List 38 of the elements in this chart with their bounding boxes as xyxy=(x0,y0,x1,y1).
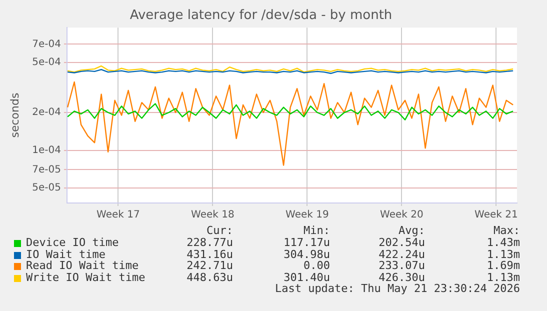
text: Min: xyxy=(304,224,330,237)
chart-title: Average latency for /dev/sda - by month xyxy=(130,8,392,24)
x-tick-label: Week 18 xyxy=(191,210,234,221)
text: 242.71u xyxy=(186,259,233,272)
y-tick-label: 7e-05 xyxy=(32,164,61,176)
text: 301.40u xyxy=(284,270,330,284)
x-tick-label: Week 17 xyxy=(96,210,140,221)
text: Avg: xyxy=(398,224,425,237)
y-tick-label: 5e-04 xyxy=(32,57,61,68)
x-tick-label: Week 21 xyxy=(474,210,518,221)
text: 431.16u xyxy=(186,248,233,260)
y-tick-label: 7e-04 xyxy=(32,38,61,50)
text: 1.13m xyxy=(486,270,520,284)
y-tick-label: 5e-05 xyxy=(32,182,61,194)
legend-label: Write IO Wait time xyxy=(26,270,146,284)
x-tick-label: Week 20 xyxy=(380,210,424,221)
text: Max: xyxy=(494,224,520,237)
text: 1.13m xyxy=(486,248,520,260)
y-tick-label: 1e-04 xyxy=(32,144,61,156)
text: 426.30u xyxy=(378,270,425,284)
text: 228.77u xyxy=(186,236,233,249)
text: Cur: xyxy=(206,224,233,237)
text: 1.43m xyxy=(486,236,520,249)
y-axis-title: seconds xyxy=(8,92,22,138)
legend-label: Device IO time xyxy=(26,236,119,249)
text: 448.63u xyxy=(186,270,233,284)
y-tick-label: 2e-04 xyxy=(32,107,61,118)
text: 0.00 xyxy=(304,259,330,272)
text: 1.69m xyxy=(486,259,520,272)
text: Last update: Thu May 21 23:30:24 2026 xyxy=(274,282,520,295)
legend-label: IO Wait time xyxy=(26,248,106,260)
x-tick-label: Week 19 xyxy=(286,210,329,221)
legend-label: Read IO Wait time xyxy=(26,259,139,272)
text: 233.07u xyxy=(378,259,425,272)
text: 117.17u xyxy=(284,236,330,249)
text: 422.24u xyxy=(378,248,425,260)
text: 304.98u xyxy=(284,248,330,260)
text: 202.54u xyxy=(378,236,425,249)
